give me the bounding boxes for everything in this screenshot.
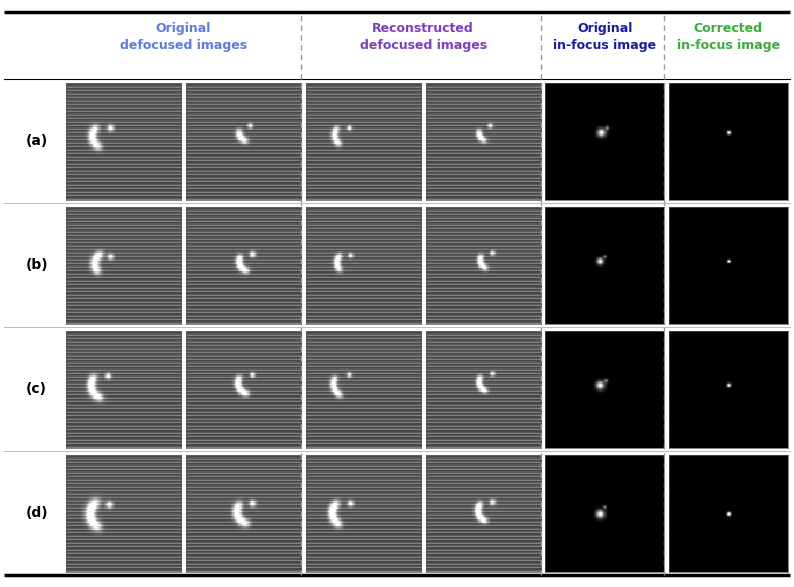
Text: (d): (d) xyxy=(25,506,48,520)
Text: Corrected
in-focus image: Corrected in-focus image xyxy=(676,22,780,52)
Text: Reconstructed
defocused images: Reconstructed defocused images xyxy=(360,22,487,52)
Text: (a): (a) xyxy=(25,134,48,149)
Text: (c): (c) xyxy=(26,382,47,396)
Text: Original
defocused images: Original defocused images xyxy=(120,22,247,52)
Text: Original
in-focus image: Original in-focus image xyxy=(553,22,657,52)
Text: (b): (b) xyxy=(25,258,48,272)
